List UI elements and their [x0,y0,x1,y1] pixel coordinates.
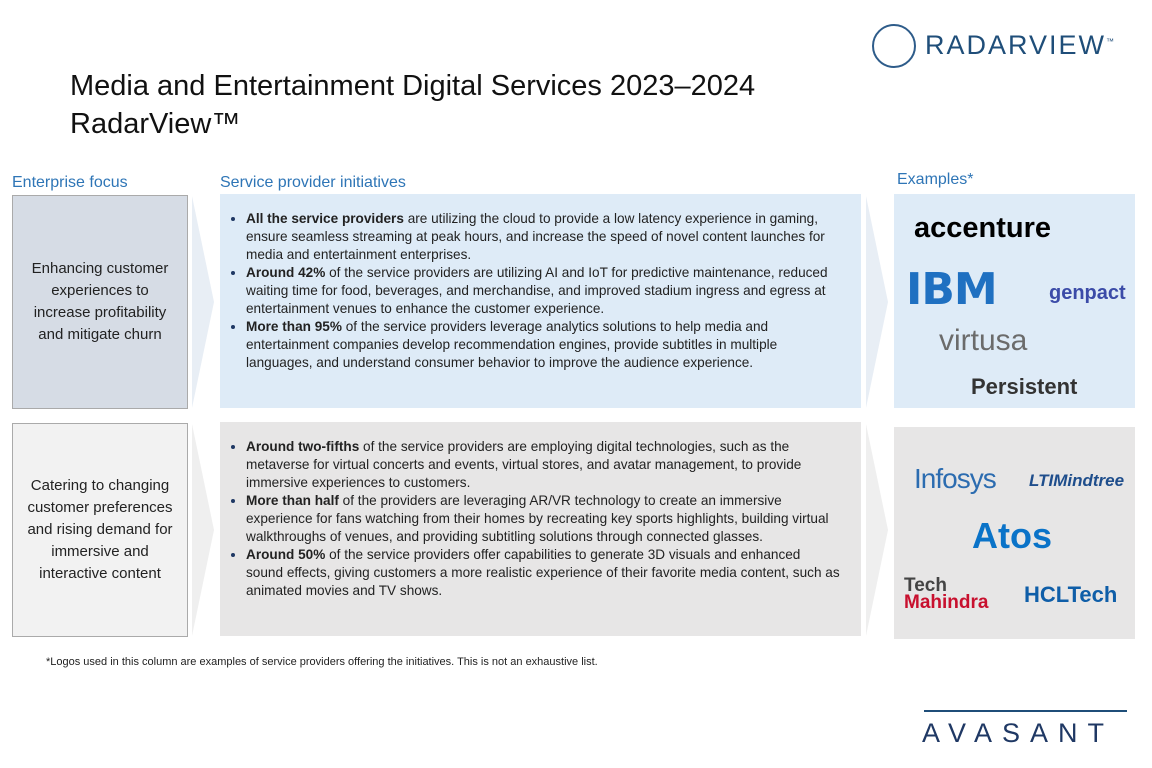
column-header: Examples* [897,171,974,188]
bullet: Around two-fifths of the service provide… [246,438,841,492]
bullet-lead: All the service providers [246,211,404,226]
logo: genpact [1049,282,1126,304]
focus-box: Enhancing customer experiences to increa… [12,195,188,409]
logo: Atos [972,515,1052,556]
bullet-lead: Around 50% [246,547,326,562]
bullet-lead: Around two-fifths [246,439,360,454]
bullet-text: of the providers are leveraging AR/VR te… [246,493,829,544]
column-header: Service provider initiatives [220,174,406,191]
bullet: More than 95% of the service providers l… [246,318,841,372]
bullet-lead: Around 42% [246,265,326,280]
footer-brand: AVASANT [922,718,1115,748]
brand-text: RADARVIEW [925,30,1107,60]
examples-box: accenture IBM genpact virtusa Persistent [894,194,1135,408]
bullet-text: of the service providers are employing d… [246,439,802,490]
bullet-lead: More than 95% [246,319,342,334]
brand: RADARVIEW™ [925,30,1116,61]
logo: accenture [914,212,1052,244]
bullet: Around 42% of the service providers are … [246,264,841,318]
logo: Infosys [914,463,997,494]
logo: Persistent [971,374,1078,399]
bullet-text: of the service providers offer capabilit… [246,547,840,598]
arrow [866,424,888,636]
bullet-text: of the service providers are utilizing A… [246,265,828,316]
footnote: *Logos used in this column are examples … [46,656,598,668]
bullet: All the service providers are utilizing … [246,210,841,264]
arrow [192,424,214,636]
logo: HCLTech [1024,582,1118,607]
radar-icon [872,24,916,68]
footer-rule [924,710,1127,712]
bullet-lead: More than half [246,493,339,508]
logo: LTIMindtree [1029,471,1125,490]
bullet-text: of the service providers leverage analyt… [246,319,778,370]
brand-mark: ™ [1106,37,1117,46]
logo: Tech [904,575,947,596]
examples-box: Infosys LTIMindtree Atos Tech Mahindra H… [894,427,1135,639]
bullet: More than half of the providers are leve… [246,492,841,546]
title: RadarView™ [70,108,241,140]
focus-box: Catering to changing customer preference… [12,423,188,637]
arrow [192,196,214,408]
column-header: Enterprise focus [12,174,128,191]
title: Media and Entertainment Digital Services… [70,70,756,102]
initiatives-box: All the service providers are utilizing … [220,194,861,408]
arrow [866,196,888,408]
logo: virtusa [939,324,1028,357]
logo: Mahindra [904,592,989,613]
initiatives-box: Around two-fifths of the service provide… [220,422,861,636]
bullet: Around 50% of the service providers offe… [246,546,841,600]
bullet-text: are utilizing the cloud to provide a low… [246,211,825,262]
logo: IBM [906,264,998,315]
